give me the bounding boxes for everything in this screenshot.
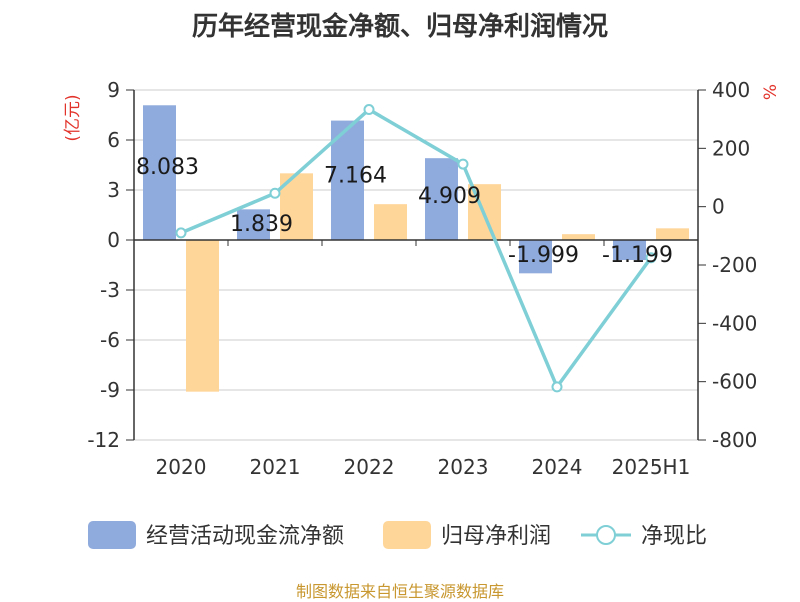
left-tick-label: 3 bbox=[107, 178, 120, 202]
right-tick-label: -400 bbox=[712, 311, 757, 335]
source-note: 制图数据来自恒生聚源数据库 bbox=[295, 582, 504, 601]
x-tick-label: 2024 bbox=[532, 455, 583, 479]
right-tick-label: 0 bbox=[712, 195, 725, 219]
legend-label-cash-flow: 经营活动现金流净额 bbox=[146, 524, 344, 549]
left-tick-label: -3 bbox=[100, 278, 120, 302]
ratio-point bbox=[457, 158, 469, 170]
ratio-point bbox=[551, 381, 563, 393]
data-label-cash-flow: 4.909 bbox=[418, 184, 481, 209]
ratio-point bbox=[645, 252, 657, 264]
left-tick-label: -12 bbox=[87, 428, 120, 452]
x-tick-label: 2021 bbox=[250, 455, 301, 479]
right-tick-label: 400 bbox=[712, 78, 750, 102]
left-tick-label: -6 bbox=[100, 328, 120, 352]
left-tick-label: 0 bbox=[107, 228, 120, 252]
data-label-cash-flow: 1.839 bbox=[230, 212, 293, 237]
bar-net-profit bbox=[374, 204, 407, 240]
left-tick-label: 6 bbox=[107, 128, 120, 152]
bar-cash-flow bbox=[143, 105, 176, 241]
right-tick-label: -200 bbox=[712, 253, 757, 277]
bar-net-profit bbox=[186, 240, 219, 392]
data-label-cash-flow: 7.164 bbox=[324, 163, 387, 188]
x-tick-label: 2023 bbox=[438, 455, 489, 479]
ratio-point bbox=[175, 227, 187, 239]
left-axis-unit: (亿元) bbox=[63, 94, 83, 141]
left-tick-label: 9 bbox=[107, 78, 120, 102]
legend-swatch-net-profit bbox=[383, 521, 431, 549]
bar-cash-flow bbox=[613, 240, 646, 260]
data-label-cash-flow: 8.083 bbox=[136, 155, 199, 180]
data-label-cash-flow: -1.999 bbox=[508, 243, 579, 268]
ratio-point bbox=[269, 187, 281, 199]
left-tick-label: -9 bbox=[100, 378, 120, 402]
bar-cash-flow bbox=[519, 240, 552, 274]
legend-swatch-ratio-marker bbox=[596, 525, 616, 545]
right-tick-label: 200 bbox=[712, 136, 750, 160]
bar-cash-flow bbox=[425, 158, 458, 240]
right-tick-label: -800 bbox=[712, 428, 757, 452]
right-axis-unit: % bbox=[761, 84, 781, 100]
ratio-point bbox=[363, 104, 375, 116]
x-tick-label: 2025H1 bbox=[612, 455, 691, 479]
bar-net-profit bbox=[562, 234, 595, 240]
chart-title: 历年经营现金净额、归母净利润情况 bbox=[191, 12, 608, 42]
x-tick-label: 2022 bbox=[344, 455, 395, 479]
legend-label-ratio: 净现比 bbox=[641, 524, 707, 549]
legend-label-net-profit: 归母净利润 bbox=[441, 524, 551, 549]
right-tick-label: -600 bbox=[712, 370, 757, 394]
ratio-line bbox=[180, 107, 653, 391]
bar-cash-flow bbox=[237, 209, 270, 240]
x-tick-label: 2020 bbox=[156, 455, 207, 479]
bar-net-profit bbox=[656, 228, 689, 240]
data-label-cash-flow: -1.199 bbox=[602, 243, 673, 268]
legend-swatch-cash-flow bbox=[88, 521, 136, 549]
